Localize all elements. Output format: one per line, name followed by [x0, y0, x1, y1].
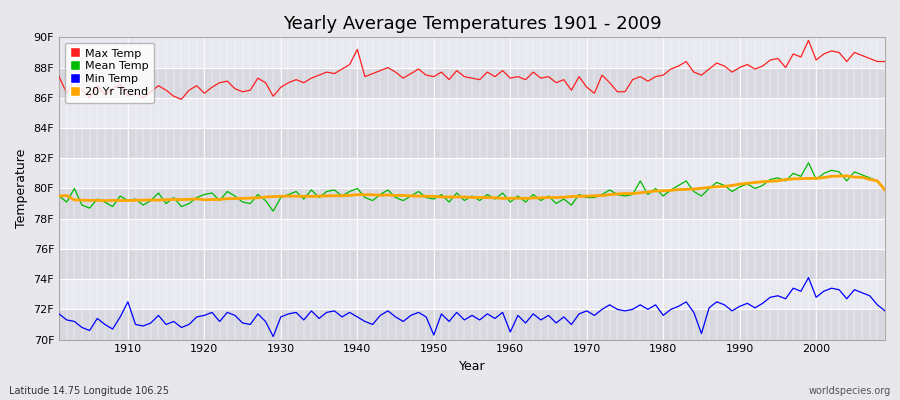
- X-axis label: Year: Year: [459, 360, 485, 373]
- Bar: [59, 68, 885, 98]
- Bar: [59, 158, 885, 188]
- Bar: [59, 309, 885, 340]
- Bar: [59, 188, 885, 219]
- Legend: Max Temp, Mean Temp, Min Temp, 20 Yr Trend: Max Temp, Mean Temp, Min Temp, 20 Yr Tre…: [65, 43, 154, 103]
- Bar: [59, 219, 885, 249]
- Text: Latitude 14.75 Longitude 106.25: Latitude 14.75 Longitude 106.25: [9, 386, 169, 396]
- Text: worldspecies.org: worldspecies.org: [809, 386, 891, 396]
- Bar: [59, 98, 885, 128]
- Bar: [59, 279, 885, 309]
- Bar: [59, 249, 885, 279]
- Title: Yearly Average Temperatures 1901 - 2009: Yearly Average Temperatures 1901 - 2009: [283, 15, 662, 33]
- Y-axis label: Temperature: Temperature: [15, 149, 28, 228]
- Bar: [59, 128, 885, 158]
- Bar: [59, 37, 885, 68]
